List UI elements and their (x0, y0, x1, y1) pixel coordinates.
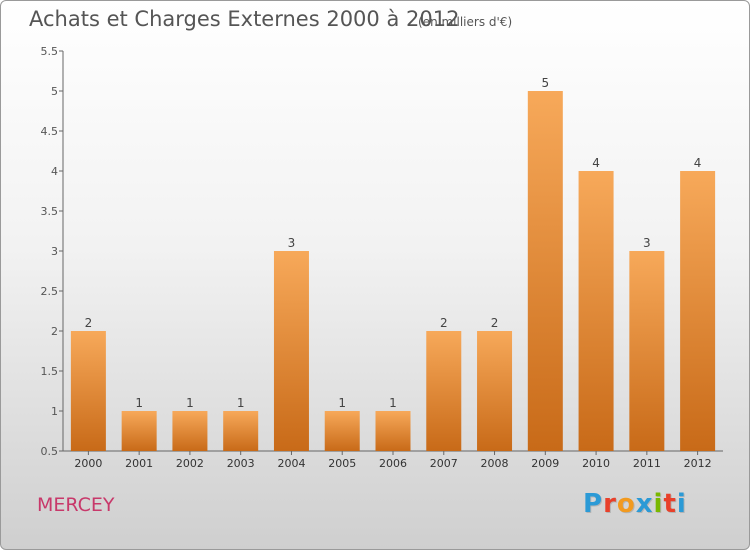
x-tick-label: 2007 (430, 457, 458, 470)
logo-letter: P (583, 489, 604, 519)
bar (527, 91, 563, 451)
bar (172, 411, 208, 451)
logo-letter: i (676, 489, 687, 519)
bar (578, 171, 614, 451)
x-tick-label: 2011 (633, 457, 661, 470)
bar (477, 331, 513, 451)
x-tick-label: 2001 (125, 457, 153, 470)
bar (70, 331, 106, 451)
chart-unit-label: (en milliers d'€) (418, 15, 513, 29)
y-tick-label: 3 (51, 245, 58, 258)
bar-value-label: 1 (135, 396, 143, 410)
logo-letter: x (635, 489, 654, 519)
bar-value-label: 1 (389, 396, 397, 410)
bar-value-label: 4 (592, 156, 600, 170)
x-tick-label: 2009 (531, 457, 559, 470)
chart-labels: 2 2000 1 2001 1 2002 1 2003 3 2004 1 2005 1 2006 2 2007… (74, 76, 711, 470)
bar (223, 411, 259, 451)
y-tick-label: 0.5 (41, 445, 59, 458)
x-tick-label: 2010 (582, 457, 610, 470)
y-tick-label: 1 (51, 405, 58, 418)
y-tick-label: 5 (51, 85, 58, 98)
logo-letter: i (653, 489, 664, 519)
bar-value-label: 1 (237, 396, 245, 410)
bar-value-label: 2 (85, 316, 93, 330)
x-tick-label: 2006 (379, 457, 407, 470)
commune-name: MERCEY (37, 494, 115, 516)
proxiti-logo: Proxiti (583, 489, 687, 519)
x-tick-label: 2004 (277, 457, 305, 470)
bar-value-label: 3 (643, 236, 651, 250)
bar-value-label: 1 (186, 396, 194, 410)
bar-value-label: 5 (541, 76, 549, 90)
y-tick-label: 1.5 (41, 365, 59, 378)
bar (629, 251, 665, 451)
y-tick-label: 5.5 (41, 45, 59, 58)
x-tick-label: 2012 (684, 457, 712, 470)
bar (273, 251, 309, 451)
bar-value-label: 2 (440, 316, 448, 330)
y-tick-label: 4 (51, 165, 58, 178)
bar (324, 411, 360, 451)
bar-value-label: 4 (694, 156, 702, 170)
y-tick-label: 3.5 (41, 205, 59, 218)
logo-letter: o (616, 489, 636, 519)
bar (680, 171, 716, 451)
bar-value-label: 2 (491, 316, 499, 330)
x-tick-label: 2002 (176, 457, 204, 470)
x-tick-label: 2008 (481, 457, 509, 470)
bar-value-label: 1 (338, 396, 346, 410)
logo-letter: r (603, 489, 617, 519)
bar (375, 411, 411, 451)
bar-value-label: 3 (288, 236, 296, 250)
y-tick-label: 2.5 (41, 285, 59, 298)
chart-bars (70, 91, 716, 451)
x-tick-label: 2003 (227, 457, 255, 470)
bar (121, 411, 157, 451)
x-tick-label: 2000 (74, 457, 102, 470)
y-tick-label: 2 (51, 325, 58, 338)
y-tick-label: 4.5 (41, 125, 59, 138)
logo-letter: t (663, 489, 677, 519)
chart-title: Achats et Charges Externes 2000 à 2012 (29, 7, 460, 31)
x-tick-label: 2005 (328, 457, 356, 470)
bar (426, 331, 462, 451)
